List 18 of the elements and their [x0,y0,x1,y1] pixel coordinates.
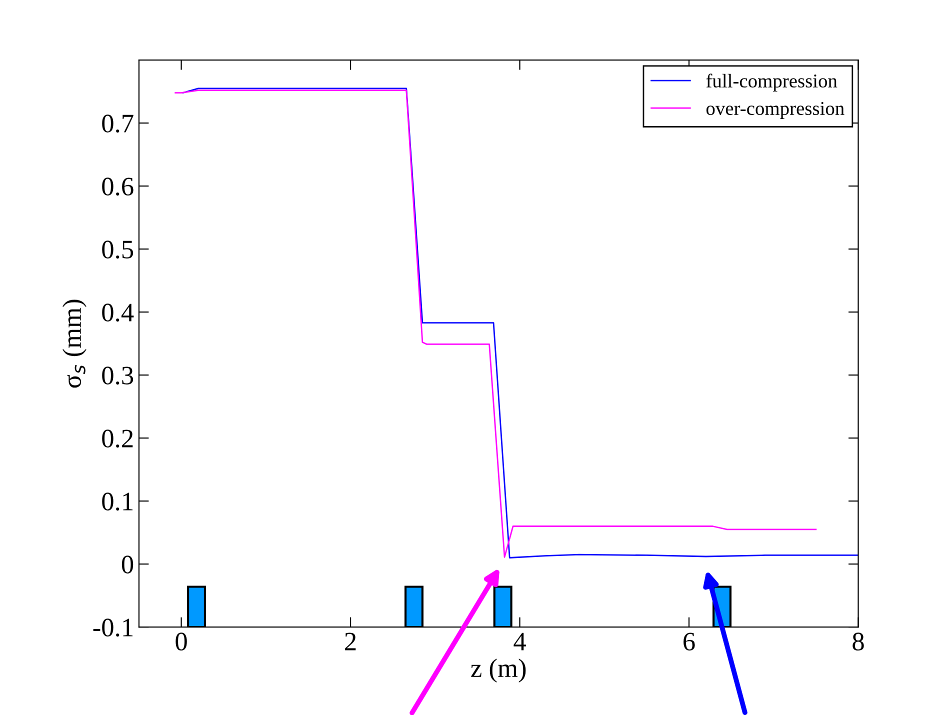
x-axis-title: z (m) [471,658,526,683]
y-tick-label: 0.6 [102,178,134,196]
y-tick-label: 0 [122,556,134,574]
y-tick-label: 0.3 [102,366,134,385]
x-tick-label: 4 [514,632,526,650]
y-tick-label: -0.1 [93,618,133,637]
x-tick-label: 8 [852,632,864,650]
x-tick-label: 0 [176,632,187,650]
legend-label: full-compression [706,74,838,92]
y-tick-label: 0.7 [102,114,134,133]
y-tick-label: 0.4 [102,304,134,322]
y-tick-label: 0.1 [102,492,133,511]
y-tick-label: 0.2 [102,430,133,448]
x-tick-label: 2 [345,632,356,650]
x-tick-label: 6 [684,632,695,650]
legend-label: over-compression [706,102,844,119]
y-axis-title: σ$_{s}$ (mm) [62,300,86,388]
y-tick-label: 0.5 [102,240,134,259]
